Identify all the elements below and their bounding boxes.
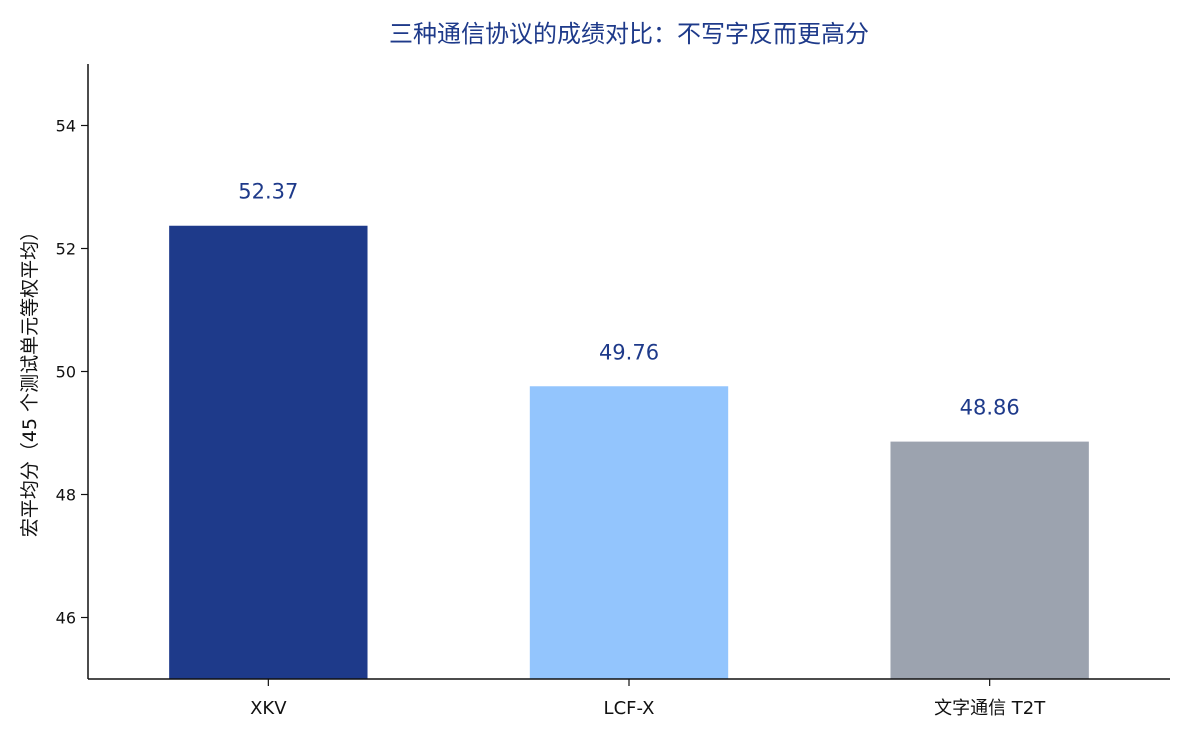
value-labels-group: 52.37 49.76 48.86 <box>238 180 1019 420</box>
value-label-3: 48.86 <box>960 396 1020 420</box>
x-tick-label: 文字通信 T2T <box>934 698 1046 719</box>
y-axis-label: 宏平均分（45 个测试单元等权平均） <box>19 222 41 537</box>
value-label-1: 52.37 <box>238 180 298 204</box>
value-label-2: 49.76 <box>599 340 659 364</box>
x-tick-label: LCF-X <box>604 698 655 719</box>
x-tick-label: XKV <box>250 698 287 719</box>
y-tick-label: 52 <box>56 240 76 259</box>
x-ticks-group: XKV LCF-X 文字通信 T2T <box>250 679 1046 719</box>
bar-3 <box>890 441 1089 679</box>
y-ticks-group: 46 48 50 52 54 <box>56 117 88 628</box>
bar-2 <box>529 386 729 679</box>
y-tick-label: 50 <box>56 363 76 382</box>
y-tick-label: 46 <box>56 609 76 628</box>
y-tick-label: 54 <box>56 117 76 136</box>
bar-1 <box>169 225 368 679</box>
y-tick-label: 48 <box>56 486 76 505</box>
bars-group <box>169 225 1089 679</box>
chart-title: 三种通信协议的成绩对比：不写字反而更高分 <box>389 20 869 48</box>
